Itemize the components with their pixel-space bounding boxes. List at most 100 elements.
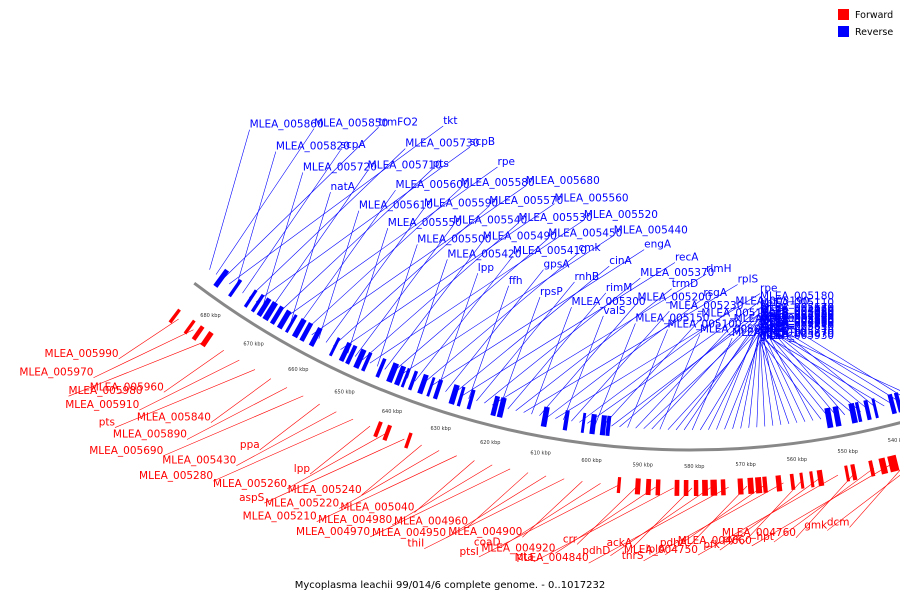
leader-line: [242, 149, 341, 294]
reverse-gene: [338, 341, 352, 363]
gene-label: MLEA_004970: [296, 526, 370, 538]
leader-line: [522, 481, 583, 538]
leader-line: [229, 125, 444, 285]
leader-line: [262, 172, 304, 307]
leader-line: [643, 318, 761, 429]
forward-gene: [799, 472, 805, 489]
gene-label: scpB: [470, 136, 495, 148]
reverse-gene: [361, 351, 373, 372]
leader-line: [215, 128, 315, 275]
reverse-gene: [386, 362, 400, 384]
gene-label: MLEA_005910: [65, 399, 139, 411]
leader-line: [249, 148, 406, 298]
forward-gene: [775, 475, 783, 492]
leader-line: [354, 225, 454, 357]
reverse-gene: [213, 268, 230, 288]
leader-line: [523, 284, 738, 413]
gene-label: lplA: [646, 544, 666, 556]
gene-label: MLEA_005590: [424, 197, 498, 209]
forward-gene: [183, 319, 196, 335]
gene-label: MLEA_004660: [678, 535, 752, 547]
gene-label: pfk: [703, 539, 720, 551]
gene-label: lpp: [760, 308, 777, 320]
gene-label: murQ: [760, 323, 789, 335]
gene-label: uvrC: [760, 312, 785, 324]
forward-gene: [404, 432, 413, 449]
leader-line: [362, 222, 519, 361]
legend-reverse-swatch: [838, 26, 849, 37]
gene-label: MLEA_005370: [640, 267, 714, 279]
gene-label: trmD: [672, 278, 699, 290]
gene-label: MLEA_004750: [624, 544, 698, 556]
leader-line: [311, 185, 526, 336]
leader-line: [399, 235, 614, 376]
gene-label: MLEA_005190: [735, 295, 809, 307]
gene-label: MLEA_005410: [513, 245, 587, 257]
gene-label: recD: [760, 323, 784, 335]
genome-backbone: [193, 281, 900, 452]
leader-line: [255, 146, 471, 303]
leader-line: [759, 333, 798, 423]
leader-line: [414, 460, 475, 513]
reverse-gene: [540, 406, 550, 428]
reverse-gene: [871, 398, 879, 419]
gene-label: MLEA_005300: [572, 296, 646, 308]
leader-line: [318, 210, 360, 339]
gene-label: thrS: [622, 550, 644, 562]
gene-label: MLEA_005150: [635, 312, 709, 324]
gene-label: MLEA_005730: [405, 138, 479, 150]
gene-label: MLEA_004640: [760, 310, 834, 322]
gene-label: scpA: [341, 139, 367, 151]
leader-line: [759, 334, 766, 427]
forward-gene: [816, 469, 825, 487]
leader-line: [491, 273, 707, 406]
reverse-gene: [269, 305, 285, 325]
gene-label: MLEA_005420: [447, 248, 521, 260]
leader-line: [611, 312, 761, 427]
gene-label: greA: [760, 302, 785, 314]
legend-forward-swatch: [838, 9, 849, 20]
leader-line: [555, 487, 656, 554]
gene-label: pta: [517, 551, 534, 563]
reverse-gene: [466, 389, 476, 410]
leader-line: [304, 187, 461, 332]
leader-line: [748, 320, 761, 428]
forward-gene: [710, 479, 718, 496]
gene-label: MLEA_005490: [483, 230, 557, 242]
tick-label: 640 kbp: [382, 409, 402, 415]
gene-label: MLEA_005690: [89, 445, 163, 457]
gene-label: ffh: [509, 275, 523, 287]
gene-label: MLEA_005720: [303, 161, 377, 173]
forward-gene: [200, 331, 214, 348]
leader-line: [384, 241, 484, 370]
gene-label: MLEA_005530: [518, 212, 592, 224]
forward-gene: [762, 476, 768, 493]
forward-gene: [382, 424, 393, 442]
tick-label: 650 kbp: [334, 389, 354, 395]
leader-line: [93, 329, 194, 378]
gene-label: gpsA: [543, 259, 570, 271]
gene-label: MLEA_005790: [760, 313, 834, 325]
reverse-gene: [407, 370, 419, 391]
gene-label: MLEA_005870: [760, 328, 834, 340]
leader-line: [290, 192, 331, 324]
gene-label: pts: [99, 417, 115, 429]
tick-label: 680 kbp: [200, 313, 220, 319]
gene-label: MLEA_005850: [314, 118, 388, 130]
leader-line: [555, 293, 761, 419]
reverse-gene: [345, 344, 358, 365]
reverse-gene: [299, 322, 314, 342]
forward-gene: [191, 325, 205, 341]
reverse-gene: [580, 412, 587, 433]
gene-label: glpK: [760, 323, 784, 335]
forward-gene: [645, 478, 652, 496]
gene-label: gmk: [804, 520, 828, 532]
gene-label: MLEA_005930: [760, 330, 834, 342]
gene-label: MLEA_005600: [396, 179, 470, 191]
gene-label: MLEA_005670: [760, 302, 834, 314]
leader-line: [627, 329, 668, 428]
gene-label: lpp: [478, 262, 495, 274]
leader-line: [478, 484, 619, 558]
leader-line: [276, 168, 433, 316]
